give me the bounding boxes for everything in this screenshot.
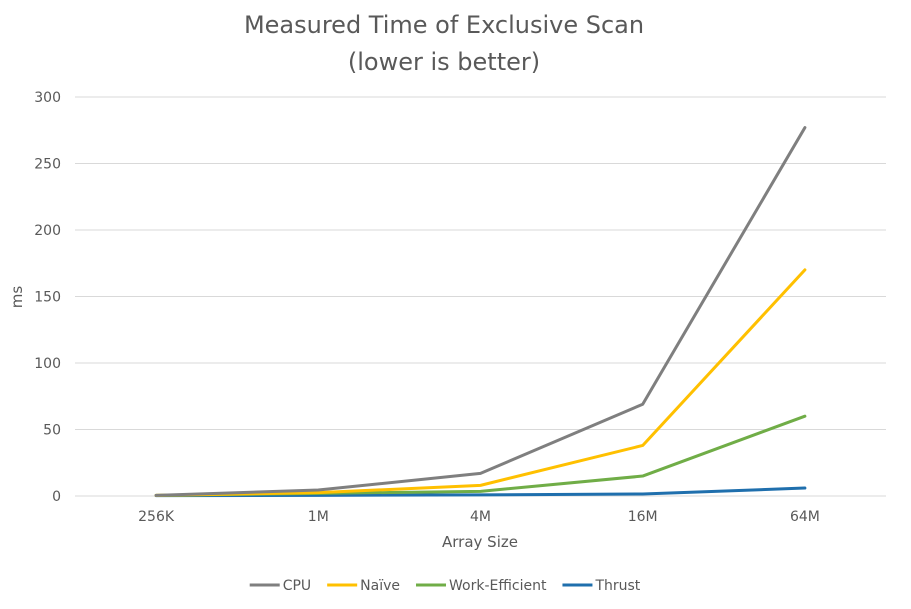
y-tick-label: 150 [34,290,61,306]
x-tick-label: 16M [628,509,658,525]
chart-title: Measured Time of Exclusive Scan [244,11,644,39]
x-tick-label: 4M [470,509,491,525]
y-tick-label: 200 [34,223,61,239]
chart-subtitle: (lower is better) [348,48,540,76]
x-tick-label: 256K [138,509,175,525]
y-tick-label: 50 [43,423,61,439]
y-tick-label: 0 [52,489,61,505]
legend-label: CPU [283,578,311,594]
legend-label: Work-Efficient [449,578,547,594]
x-axis-title: Array Size [442,533,518,551]
legend-item: Thrust [562,578,641,594]
y-tick-label: 250 [34,157,61,173]
legend-item: Naïve [327,578,400,594]
gridlines [75,96,886,497]
series-lines [154,126,807,498]
legend-item: Work-Efficient [416,578,547,594]
series-line [154,268,807,497]
x-tick-label: 1M [308,509,329,525]
y-axis-title: ms [8,286,26,309]
legend-label: Thrust [594,578,640,594]
series-line [154,414,807,497]
x-axis-tick-labels: 256K 1M 4M 16M 64M [138,509,820,525]
series-line [154,126,807,497]
y-tick-label: 100 [34,356,61,372]
y-tick-label: 300 [34,90,61,106]
legend: CPU Naïve Work-Efficient Thrust [249,578,641,594]
y-axis-tick-labels: 0 50 100 150 200 250 300 [34,90,61,505]
legend-label: Naïve [360,578,400,594]
legend-item: CPU [249,578,311,594]
x-tick-label: 64M [790,509,820,525]
